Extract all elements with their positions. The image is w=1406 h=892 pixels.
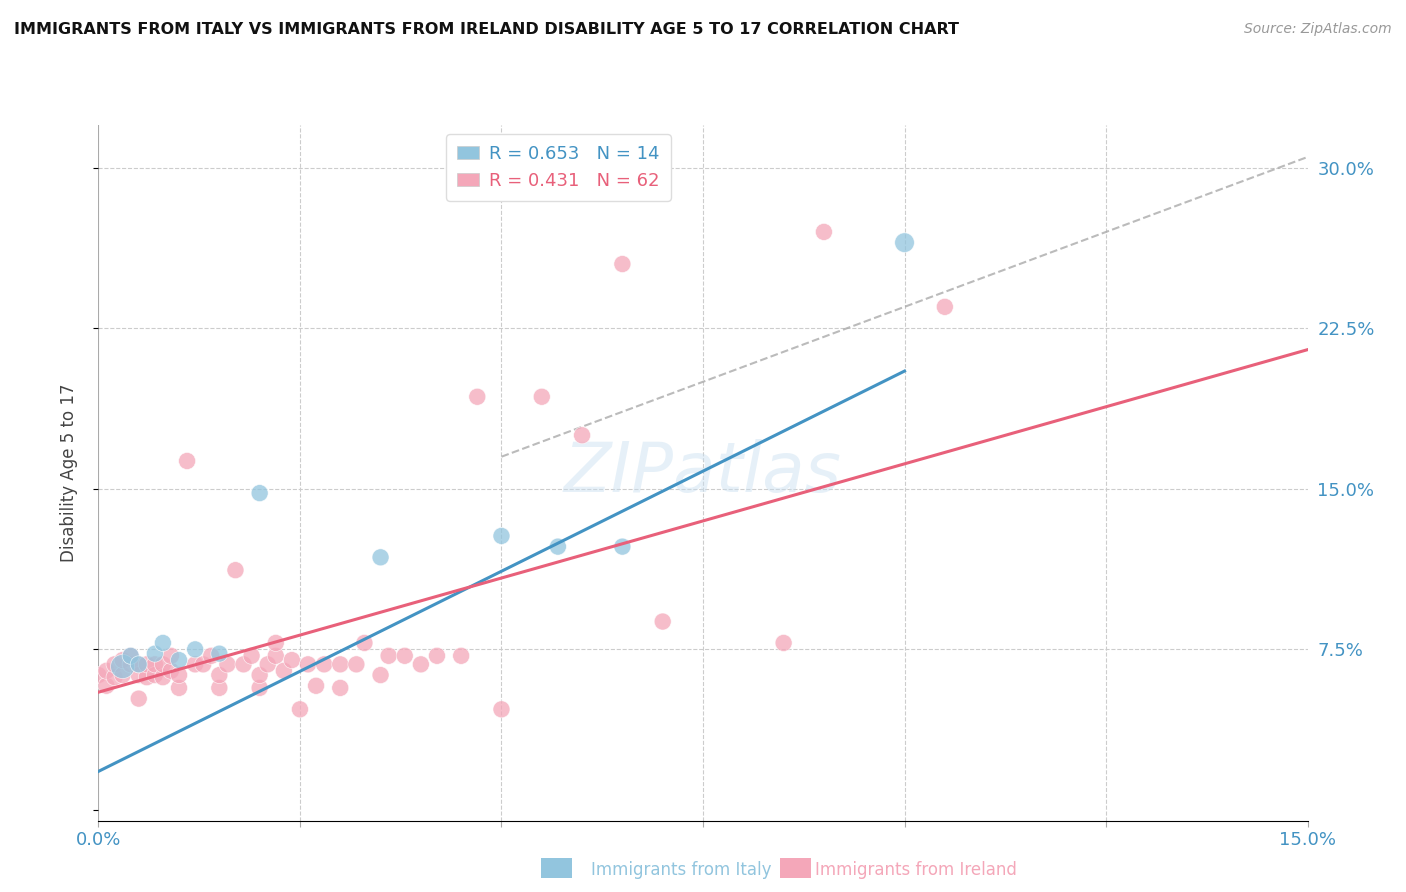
Point [240,648,263,663]
Legend: R = 0.653   N = 14, R = 0.431   N = 62: R = 0.653 N = 14, R = 0.431 N = 62 [446,134,671,201]
Point [370,550,392,565]
Point [394,648,416,663]
Point [281,653,304,667]
Point [273,664,295,678]
Point [491,702,513,716]
Point [111,659,134,673]
Point [193,657,215,672]
Point [370,668,392,682]
Point [344,657,367,672]
Point [103,670,125,684]
Point [813,225,835,239]
Point [120,648,142,663]
Point [128,691,150,706]
Point [465,390,488,404]
Point [256,657,278,672]
Point [571,428,593,442]
Point [111,653,134,667]
Point [208,647,231,661]
Point [135,657,157,672]
Point [167,653,190,667]
Point [249,486,271,500]
Point [329,681,352,695]
Text: ZIPatlas: ZIPatlas [564,439,842,507]
Point [409,657,432,672]
Point [152,670,174,684]
Point [530,390,553,404]
Point [184,642,207,657]
Point [249,668,271,682]
Point [224,563,246,577]
Point [772,636,794,650]
Point [152,657,174,672]
Point [249,681,271,695]
Point [353,636,375,650]
Point [264,636,287,650]
Point [184,657,207,672]
Point [450,648,472,663]
Text: Source: ZipAtlas.com: Source: ZipAtlas.com [1244,22,1392,37]
Text: Immigrants from Ireland: Immigrants from Ireland [815,861,1018,879]
Text: IMMIGRANTS FROM ITALY VS IMMIGRANTS FROM IRELAND DISABILITY AGE 5 TO 17 CORRELAT: IMMIGRANTS FROM ITALY VS IMMIGRANTS FROM… [14,22,959,37]
Point [491,529,513,543]
Point [314,657,336,672]
Point [208,681,231,695]
Point [547,540,569,554]
Point [120,648,142,663]
Point [160,664,183,678]
Point [934,300,956,314]
Point [167,681,190,695]
Y-axis label: Disability Age 5 to 17: Disability Age 5 to 17 [59,384,77,562]
Point [128,668,150,682]
Point [893,235,915,250]
Point [143,657,166,672]
Point [217,657,239,672]
Point [288,702,311,716]
Point [152,636,174,650]
Point [264,648,287,663]
Point [200,648,222,663]
Point [87,668,110,682]
Text: Immigrants from Italy: Immigrants from Italy [591,861,770,879]
Point [120,657,142,672]
Point [305,679,328,693]
Point [96,679,118,693]
Point [111,668,134,682]
Point [651,615,673,629]
Point [426,648,449,663]
Point [377,648,399,663]
Point [329,657,352,672]
Point [232,657,254,672]
Point [128,657,150,672]
Point [128,657,150,672]
Point [612,257,634,271]
Point [143,647,166,661]
Point [612,540,634,554]
Point [160,648,183,663]
Point [176,454,198,468]
Point [103,657,125,672]
Point [208,668,231,682]
Point [143,668,166,682]
Point [167,668,190,682]
Point [135,670,157,684]
Point [297,657,319,672]
Point [96,664,118,678]
